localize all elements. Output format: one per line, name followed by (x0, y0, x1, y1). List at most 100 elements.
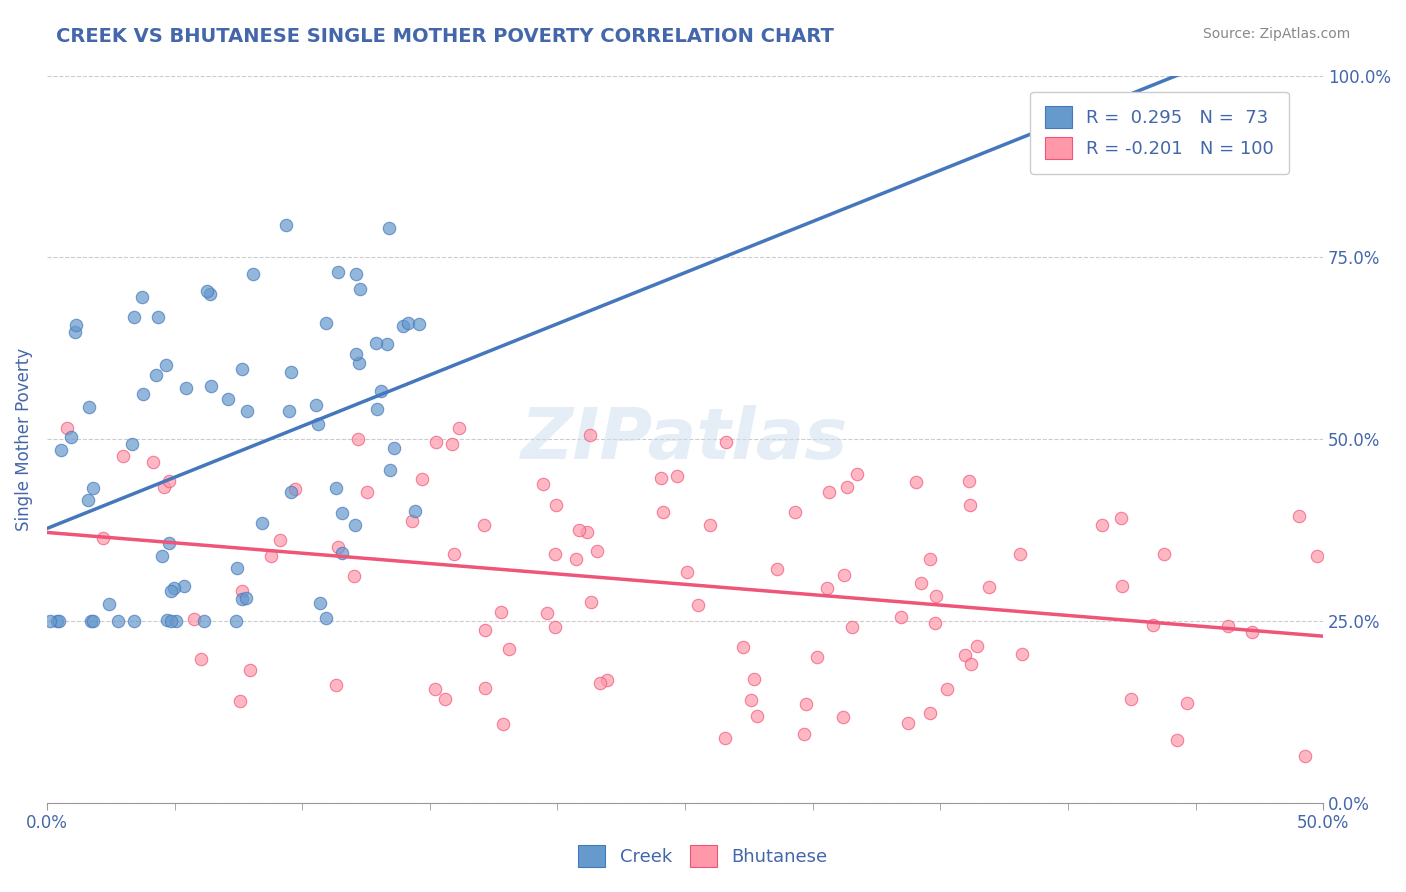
Point (378, 463, 401, 477)
Point (783, 505, 806, 519)
Point (65, 318, 87, 332)
Point (890, 609, 912, 624)
Point (250, 516, 273, 530)
Point (652, 505, 675, 519)
Point (146, 310, 169, 324)
Point (585, 543, 607, 558)
Point (492, 716, 515, 731)
Point (280, 485, 302, 500)
Point (1166, 732, 1188, 747)
Point (959, 499, 981, 513)
Point (260, 549, 283, 564)
Point (966, 639, 988, 653)
Text: ZIPatlas: ZIPatlas (522, 405, 849, 474)
Point (200, 287, 222, 301)
Point (370, 384, 392, 398)
Point (579, 428, 602, 442)
Point (366, 402, 388, 417)
Point (1240, 625, 1263, 640)
Point (1153, 547, 1175, 561)
Point (235, 591, 257, 606)
Point (91, 531, 114, 545)
Point (274, 219, 297, 233)
Point (498, 641, 520, 656)
Point (650, 471, 672, 485)
Point (918, 706, 941, 720)
Point (474, 681, 496, 696)
Point (284, 482, 307, 496)
Point (183, 612, 205, 626)
Point (382, 441, 405, 455)
Point (401, 514, 423, 528)
Point (225, 614, 247, 628)
Point (375, 336, 398, 351)
Y-axis label: Single Mother Poverty: Single Mother Poverty (15, 348, 32, 531)
Point (174, 381, 197, 395)
Point (404, 504, 426, 518)
Point (315, 316, 337, 330)
Point (122, 310, 145, 324)
Point (449, 421, 471, 435)
Point (665, 468, 688, 483)
Point (344, 267, 367, 281)
Point (1111, 578, 1133, 592)
Point (766, 562, 789, 576)
Point (793, 727, 815, 741)
Legend: Creek, Bhutanese: Creek, Bhutanese (571, 838, 835, 874)
Point (49, 442, 72, 457)
Point (330, 546, 353, 560)
Point (231, 592, 253, 607)
Point (347, 356, 370, 370)
Point (236, 403, 259, 417)
Point (434, 691, 457, 706)
Point (565, 552, 588, 566)
Point (343, 518, 366, 533)
Point (589, 676, 612, 690)
Point (145, 368, 167, 382)
Point (305, 398, 328, 412)
Point (595, 673, 617, 688)
Point (544, 498, 567, 512)
Point (159, 614, 181, 628)
Point (278, 404, 301, 418)
Point (834, 568, 856, 582)
Point (392, 319, 415, 334)
Point (953, 648, 976, 662)
Point (935, 681, 957, 696)
Point (568, 524, 591, 538)
Point (231, 584, 253, 599)
Point (1011, 647, 1033, 661)
Point (330, 506, 353, 520)
Point (45, 614, 67, 628)
Point (82, 614, 104, 628)
Point (1306, 549, 1329, 563)
Point (474, 623, 496, 637)
Point (121, 437, 143, 451)
Point (905, 475, 928, 490)
Point (328, 265, 350, 279)
Point (307, 417, 329, 432)
Point (794, 697, 817, 711)
Point (60, 429, 83, 443)
Point (325, 678, 347, 692)
Point (977, 580, 1000, 594)
Point (349, 282, 371, 296)
Point (544, 547, 567, 561)
Point (845, 467, 868, 481)
Point (531, 477, 554, 491)
Point (960, 657, 983, 672)
Point (924, 615, 946, 630)
Point (150, 549, 173, 563)
Point (315, 611, 337, 625)
Point (440, 437, 463, 451)
Point (714, 434, 737, 449)
Point (536, 606, 558, 620)
Point (231, 362, 253, 376)
Point (153, 480, 176, 494)
Point (77, 400, 100, 414)
Point (162, 581, 184, 595)
Point (747, 708, 769, 723)
Point (1109, 511, 1132, 525)
Point (80, 614, 103, 628)
Point (1010, 547, 1032, 561)
